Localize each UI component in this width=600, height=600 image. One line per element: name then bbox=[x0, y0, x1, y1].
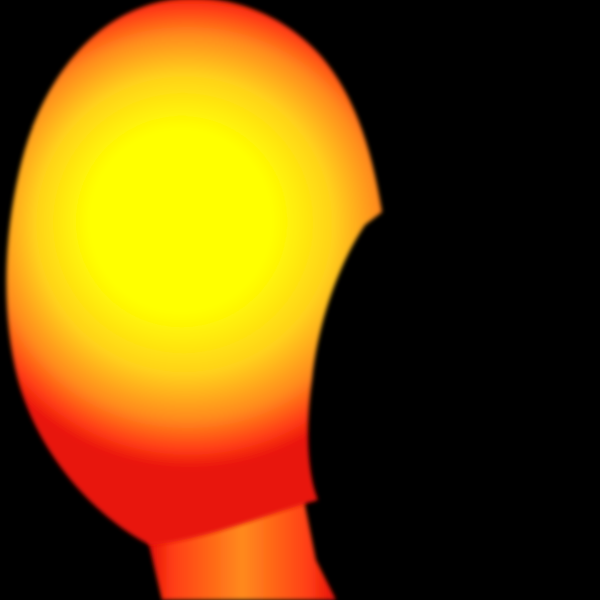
glow-blob bbox=[6, 0, 382, 545]
